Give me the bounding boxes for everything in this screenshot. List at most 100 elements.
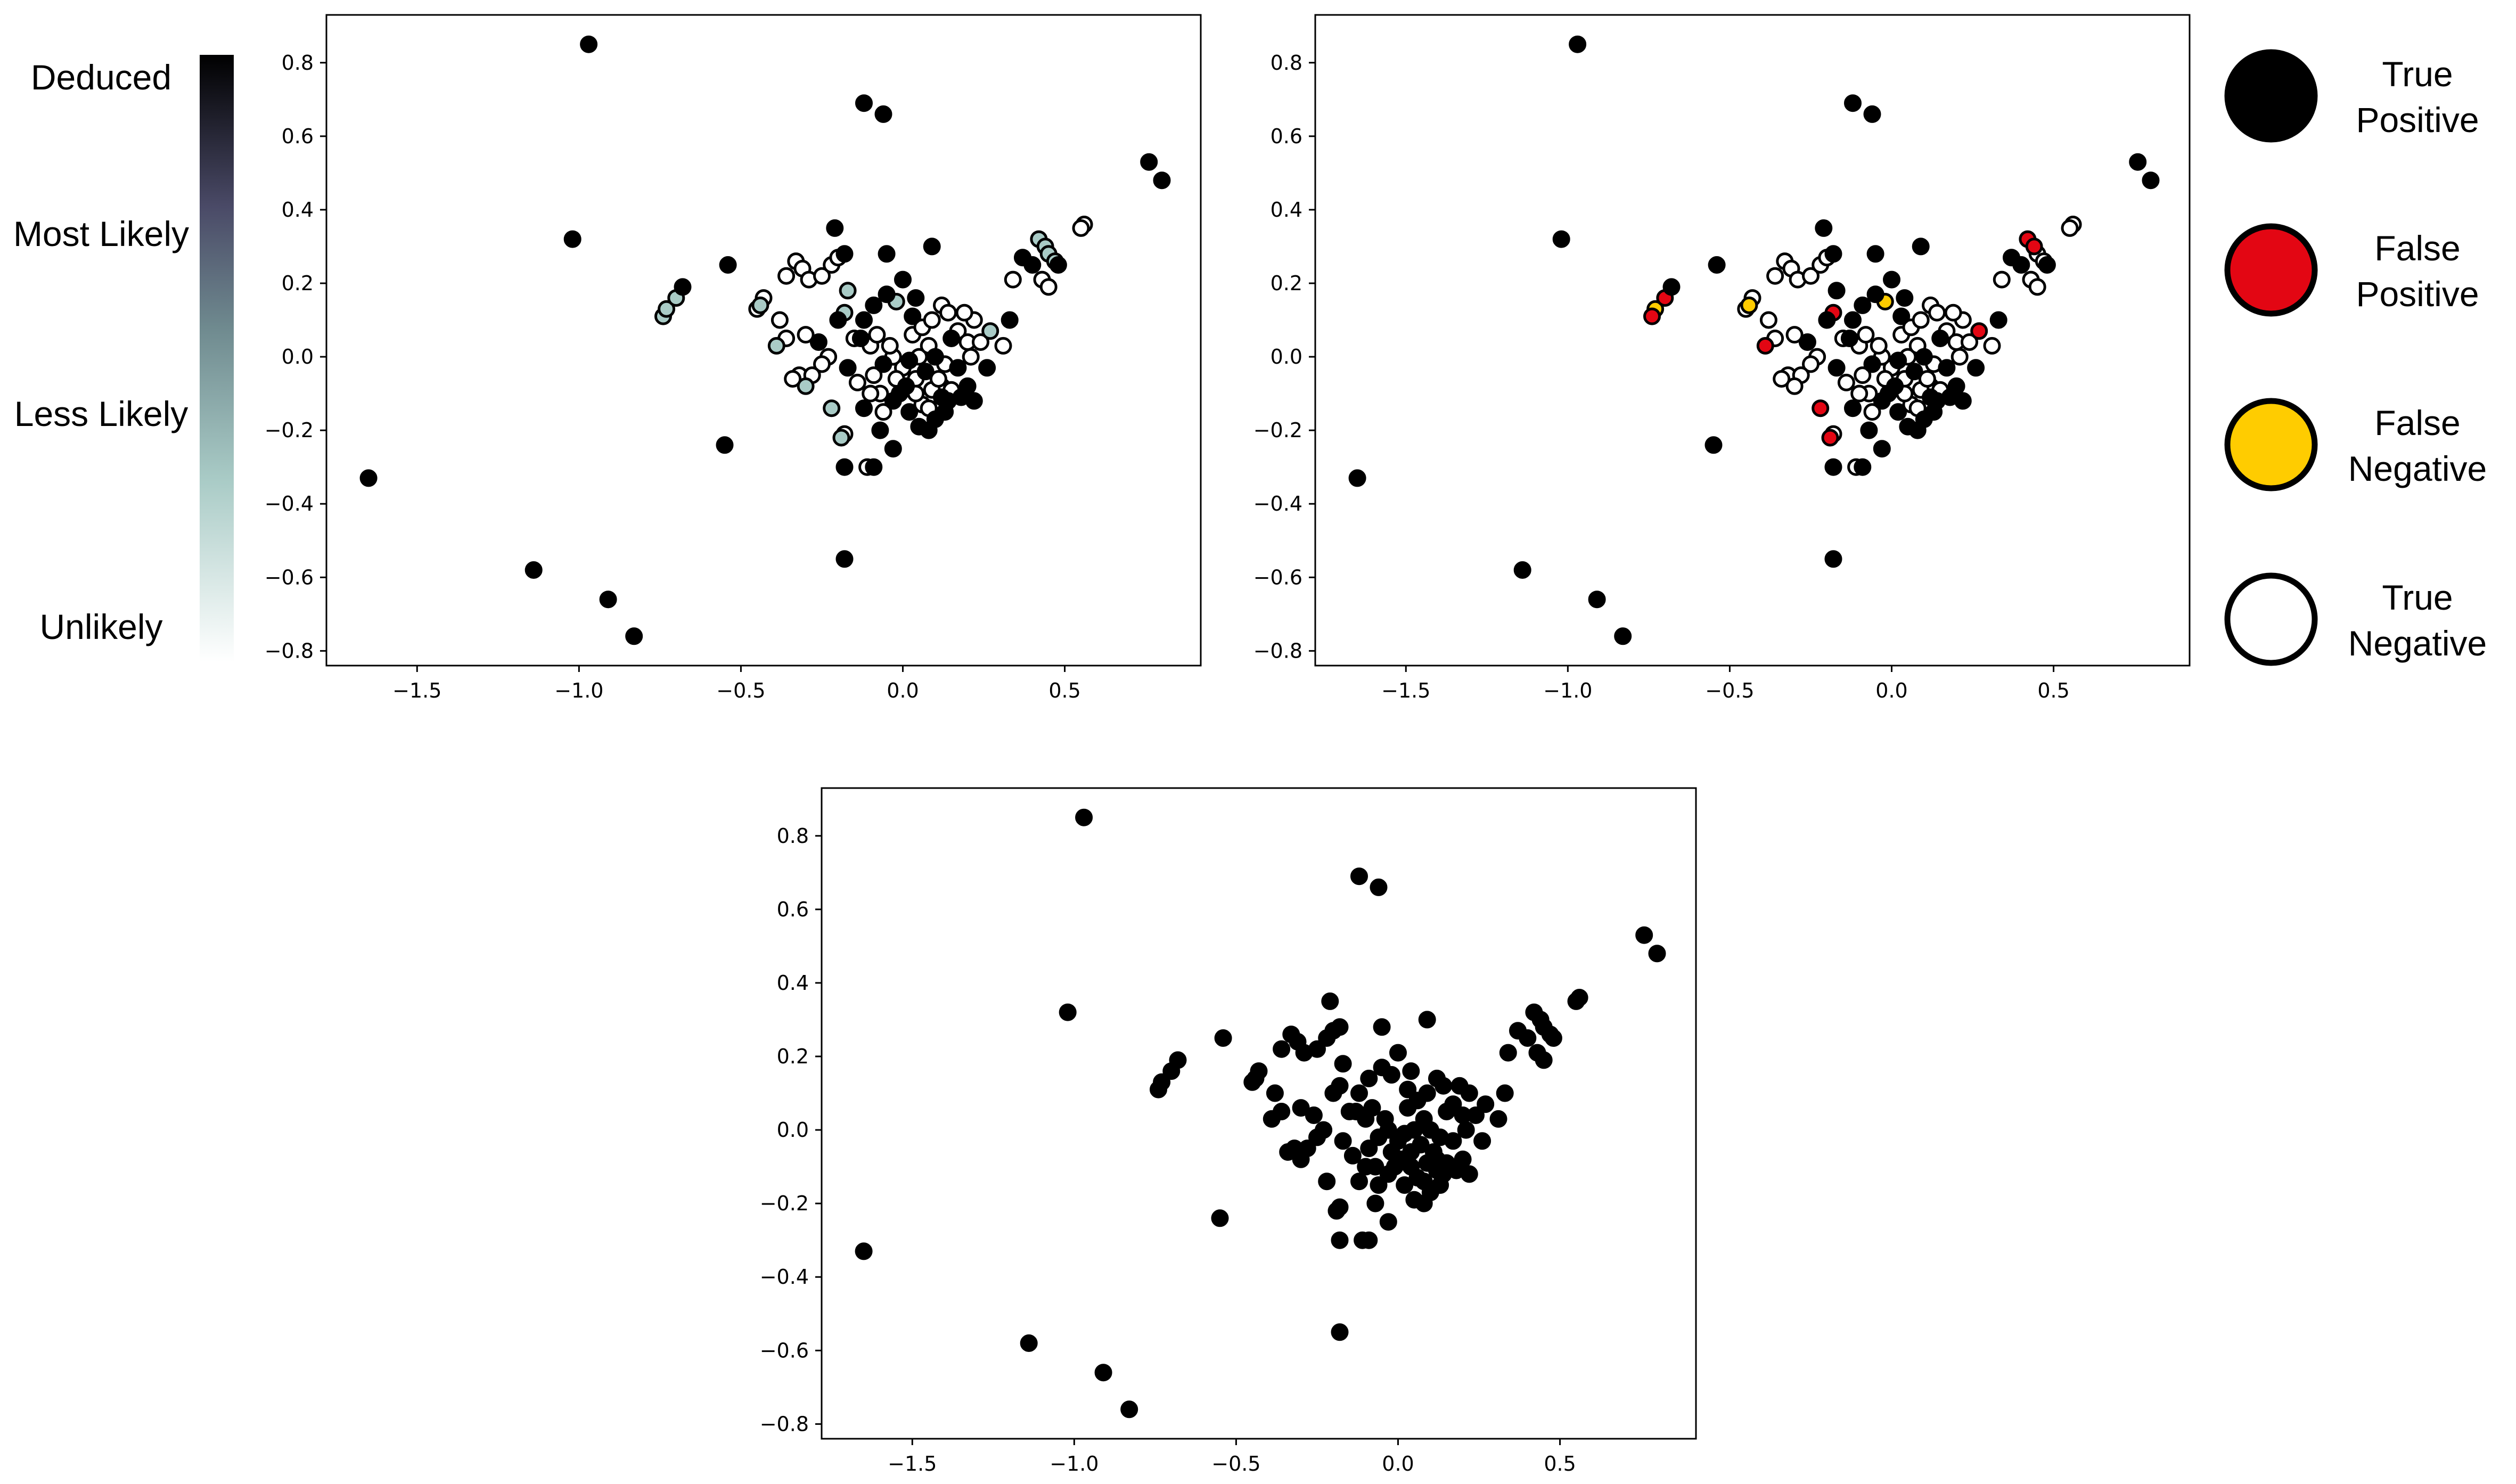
scatter-point [1318,1173,1336,1191]
scatter-point [994,337,1012,355]
scatter-point [832,429,850,447]
scatter-point [949,359,967,377]
scatter-point [1840,330,1858,347]
scatter-point [1821,429,1839,447]
scatter-point [784,370,802,388]
y-tick-label: −0.2 [1253,419,1302,442]
scatter-point [835,458,854,476]
scatter-point [1873,392,1891,410]
scatter-point [1993,270,2011,289]
scatter-point [1824,458,1842,476]
scatter-point [1860,421,1878,439]
scatter-point [1827,282,1846,300]
scatter-point [1905,363,1923,381]
scatter-point [1961,333,1978,351]
scatter-point [1648,945,1666,963]
x-tick-label: 0.5 [1544,1452,1576,1475]
scatter-point [835,550,854,568]
y-tick-label: 0.4 [1271,198,1302,222]
scatter-point [563,230,581,248]
scatter-point [2012,256,2030,274]
scatter-point [1153,171,1171,190]
scatter-point [1075,808,1093,826]
scatter-point [1883,270,1900,289]
scatter-point [1938,359,1956,377]
scatter-point [1321,992,1339,1010]
scatter-point [1844,399,1862,417]
scatter-point [1896,289,1914,307]
scatter-point [1360,1231,1378,1249]
scatter-point [962,348,980,366]
x-tick-label: 0.0 [1382,1452,1414,1475]
legend-marker [2224,49,2318,143]
scatter-point [1614,627,1632,645]
scatter-point [1392,1150,1411,1168]
scatter-point [1366,1194,1384,1212]
scatter-point [1886,377,1904,395]
scatter-point [868,326,886,344]
scatter-point [1970,322,1988,340]
y-tick-label: 0.6 [777,898,809,921]
scatter-point [884,392,902,410]
y-tick-label: 0.2 [282,272,314,295]
scatter-point [897,377,915,395]
scatter-point [1023,256,1042,274]
legend-item-fn: False Negative [2224,398,2487,491]
scatter-point [1263,1110,1281,1128]
scatter-point [1918,370,1936,388]
scatter-point [1421,1121,1439,1139]
scatter-point [813,355,831,373]
scatter-point [1120,1400,1138,1419]
scatter-point [1740,296,1758,314]
scatter-point [580,35,598,53]
scatter-point [929,370,947,388]
scatter-panels: −1.5 −1.0 −0.5 0.0 0.5 −0.8 −0.6 −0.4 −0.2 0.0 0.2… [265,14,2191,1475]
scatter-point [874,403,892,421]
scatter-point [1279,1143,1297,1161]
scatter-point [972,333,989,351]
legend-marker [2224,223,2318,317]
scatter-point [1150,1080,1167,1098]
scatter-point [1094,1364,1112,1382]
scatter-point [1343,1146,1362,1165]
scatter-point [1850,384,1868,403]
scatter-point [1635,926,1653,944]
scatter-point [1854,296,1872,314]
scatter-point [952,388,970,406]
scatter-point [1424,1143,1443,1161]
scatter-point [835,245,854,263]
y-tick-label: 0.2 [1271,272,1302,295]
scatter-point [865,366,883,384]
scatter-point [1402,1062,1420,1080]
scatter-point [1892,307,1911,325]
x-tick-label: −1.5 [392,679,441,702]
scatter-point [855,94,873,112]
scatter-point [1773,370,1791,388]
scatter-point [1373,1059,1391,1077]
scatter-point [359,469,378,487]
legend-label-line1: True [2382,54,2453,94]
scatter-point [874,355,892,373]
scatter-point [1376,1110,1394,1128]
scatter-point [1370,1128,1388,1146]
scatter-point [1785,377,1804,395]
scatter-point [874,105,892,123]
scatter-point [1360,1069,1378,1087]
y-tick-label: 0.0 [282,345,314,368]
x-tick-label: 0.5 [2037,679,2069,702]
scatter-point [524,561,543,579]
scatter-point [916,363,935,381]
scatter-point [894,270,912,289]
scatter-panel-bottom: −1.5 −1.0 −0.5 0.0 0.5 −0.8 −0.6 −0.4 −0.2 0.0 0.2… [760,787,1697,1475]
x-tick-label: −1.0 [554,679,603,702]
scatter-point [855,1242,873,1260]
scatter-point [674,278,692,296]
scatter-point [939,304,957,322]
legend-label-line2: Positive [2356,274,2479,314]
y-tick-label: −0.4 [265,492,314,515]
y-tick-label: 0.2 [777,1045,809,1068]
scatter-point [1863,105,1881,123]
scatter-point [1944,304,1962,322]
legend-label-line1: False [2374,403,2460,442]
scatter-point [1544,1029,1562,1047]
